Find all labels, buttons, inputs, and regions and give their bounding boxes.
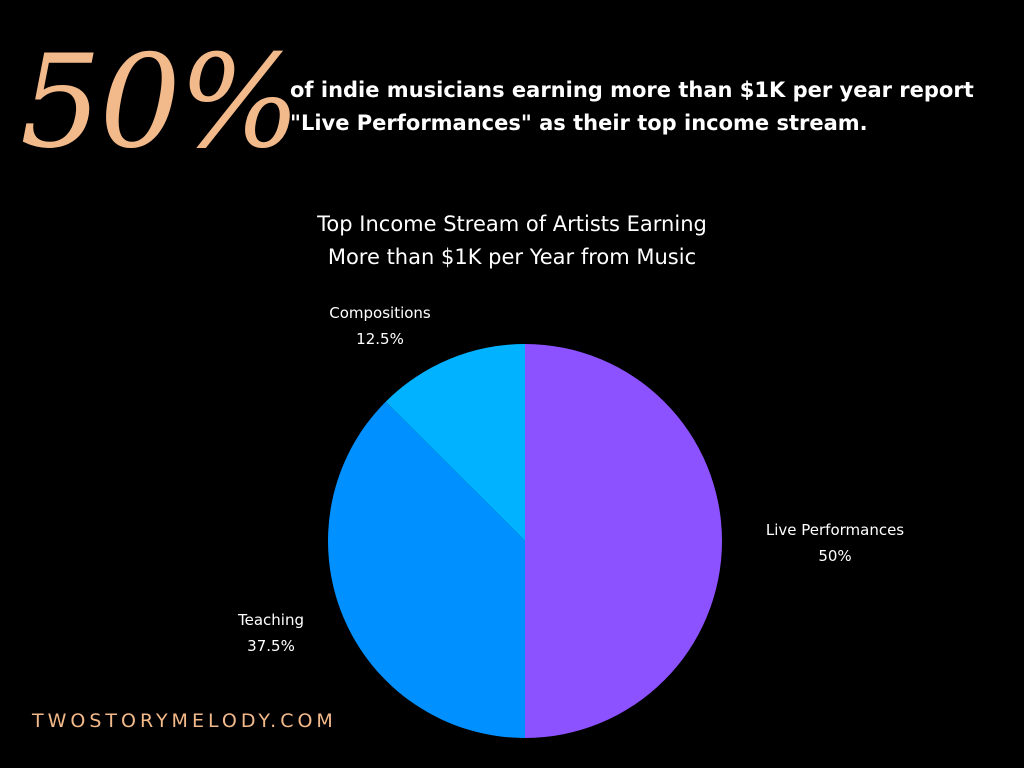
headline-line-1: of indie musicians earning more than $1K… <box>290 78 974 102</box>
chart-title: Top Income Stream of Artists Earning Mor… <box>262 208 762 274</box>
pie-slice-teaching <box>327 401 525 738</box>
pie-labels: Live Performances 50% Teaching 37.5% Composi… <box>237 304 904 655</box>
headline-text: of indie musicians earning more than $1K… <box>290 74 1010 140</box>
slice-label-teaching: Teaching <box>237 611 304 629</box>
chart-title-line-1: Top Income Stream of Artists Earning <box>317 212 707 236</box>
chart-title-line-2: More than $1K per Year from Music <box>327 245 697 269</box>
site-url: TWOSTORYMELODY.COM <box>32 710 337 732</box>
slice-value-live-performances: 50% <box>818 547 851 565</box>
pie-slice-compositions <box>385 344 525 541</box>
slice-label-compositions: Compositions <box>329 304 431 322</box>
slice-label-live-performances: Live Performances <box>766 521 904 539</box>
big-stat-percent: 50% <box>20 28 300 177</box>
headline-line-2: "Live Performances" as their top income … <box>290 111 868 135</box>
slice-value-compositions: 12.5% <box>356 330 404 348</box>
pie-slice-live-performances <box>525 344 722 738</box>
slice-value-teaching: 37.5% <box>247 637 295 655</box>
pie-slices <box>327 344 722 738</box>
